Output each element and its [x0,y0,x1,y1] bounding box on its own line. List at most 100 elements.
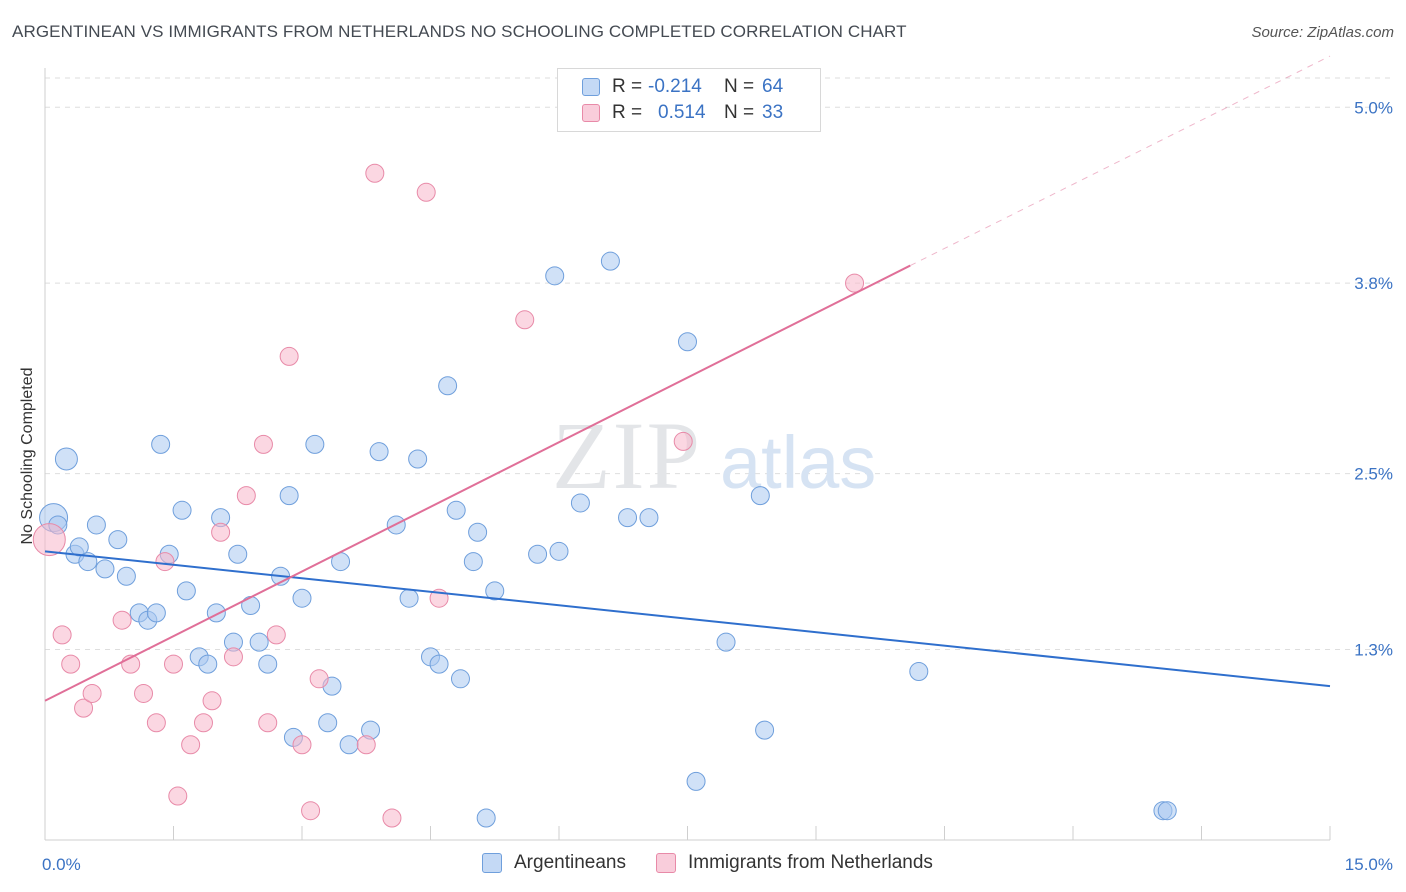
y-tick-label: 3.8% [1354,274,1393,293]
point-netherlands [279,346,299,366]
trend-lines [44,55,1331,702]
point-argentineans [639,508,659,528]
y-tick-label: 2.5% [1354,465,1393,484]
point-argentineans [172,500,192,520]
point-argentineans [750,486,770,506]
legend-r-label: R = [612,76,643,97]
point-argentineans [545,266,565,286]
point-argentineans [258,654,278,674]
x-tick-label: 15.0% [1345,855,1393,874]
point-netherlands [74,698,94,718]
legend-r-label: R = [612,102,643,123]
point-argentineans [450,669,470,689]
point-netherlands [309,669,329,689]
point-argentineans [176,581,196,601]
axes [44,68,1331,841]
trend-line-argentineans [44,550,1331,688]
point-argentineans [151,434,171,454]
legend-n-value: 33 [762,102,784,123]
point-netherlands [146,713,166,733]
point-argentineans [755,720,775,740]
data-points [32,163,1177,828]
point-netherlands [52,625,72,645]
legend-n-label: N = [724,102,755,123]
point-netherlands [416,182,436,202]
point-netherlands [223,647,243,667]
legend-r-value: 0.514 [658,102,706,123]
legend-swatch-blue [582,78,600,96]
point-netherlands [61,654,81,674]
point-argentineans [618,508,638,528]
point-argentineans [206,603,226,623]
legend-row-netherlands: R = 0.514 N = 33 [582,101,783,125]
point-argentineans [292,588,312,608]
point-netherlands [673,431,693,451]
point-argentineans [69,537,89,557]
point-argentineans [279,486,299,506]
trend-line-netherlands [44,264,911,702]
watermark-zip: ZIP [552,402,702,509]
point-netherlands [356,735,376,755]
y-tick-label: 1.3% [1354,641,1393,660]
gridlines [45,77,1390,650]
point-argentineans [95,559,115,579]
trend-line-netherlands-extension [910,55,1331,267]
point-netherlands [112,610,132,630]
stats-legend: R = -0.214 N = 64 R = 0.514 N = 33 [557,68,821,132]
point-netherlands [181,735,201,755]
point-argentineans [146,603,166,623]
point-netherlands [301,801,321,821]
point-argentineans [463,552,483,572]
point-netherlands [164,654,183,674]
chart-title: ARGENTINEAN VS IMMIGRANTS FROM NETHERLAN… [12,22,907,41]
point-netherlands [236,486,256,506]
point-netherlands [134,683,154,703]
source-label: Source: ZipAtlas.com [1251,24,1394,41]
point-netherlands [845,273,865,293]
point-argentineans [716,632,736,652]
point-argentineans [198,654,218,674]
point-argentineans [446,500,466,520]
legend-swatch-pink [582,104,600,122]
point-netherlands [202,691,222,711]
point-netherlands [258,713,278,733]
point-netherlands [365,163,385,183]
legend-swatch-blue [482,853,502,873]
legend-row-argentineans: R = -0.214 N = 64 [582,75,783,99]
point-netherlands [253,434,273,454]
legend-r-value: -0.214 [648,76,702,97]
watermark-atlas: atlas [720,421,876,504]
point-argentineans [305,434,325,454]
point-argentineans [686,771,706,791]
legend-item-argentineans: Argentineans [482,852,626,874]
point-argentineans [241,596,261,616]
tick-labels: 1.3% 2.5% 3.8% 5.0% 0.0% 15.0% [42,98,1393,874]
point-netherlands [292,735,312,755]
point-argentineans [476,808,496,828]
point-argentineans [909,661,929,681]
point-argentineans [116,566,136,586]
y-tick-label: 5.0% [1354,98,1393,117]
point-argentineans [429,654,449,674]
point-netherlands [382,808,402,828]
point-argentineans [108,530,128,550]
point-argentineans [485,581,505,601]
point-argentineans [86,515,106,535]
point-argentineans [1157,801,1177,821]
point-argentineans [228,544,248,564]
point-argentineans [678,332,697,352]
point-netherlands [266,625,286,645]
point-argentineans [339,735,359,755]
point-netherlands [82,683,102,703]
point-argentineans [468,522,488,542]
legend-n-label: N = [724,76,755,97]
point-argentineans [249,632,269,652]
legend-n-value: 64 [762,76,784,97]
point-argentineans [438,376,458,396]
point-argentineans [54,447,78,471]
point-netherlands [211,522,231,542]
point-netherlands [168,786,188,806]
point-netherlands [193,713,213,733]
point-netherlands [32,523,66,557]
